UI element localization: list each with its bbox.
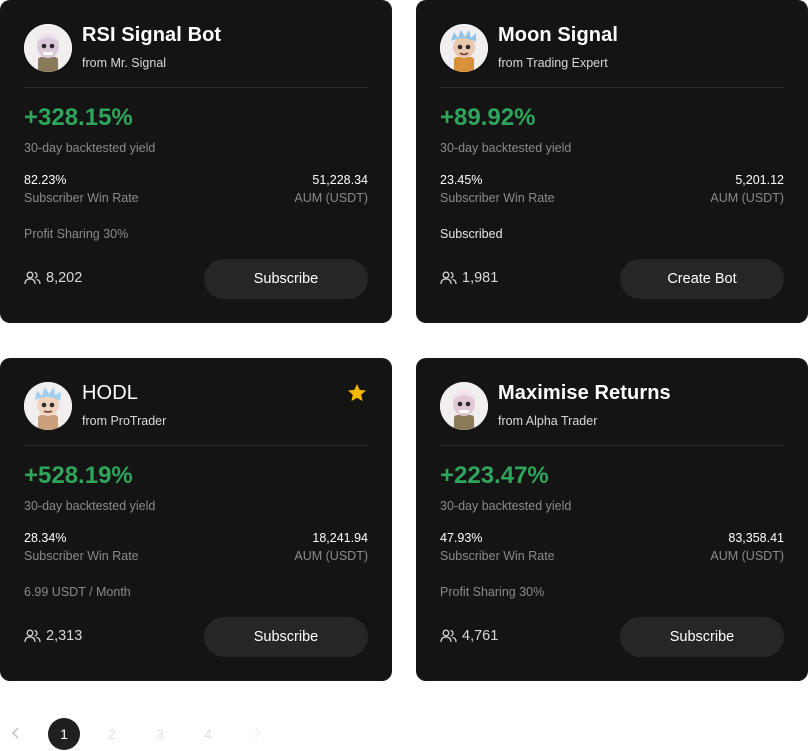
robot-avatar-icon	[440, 24, 488, 72]
page-4-button[interactable]: 4	[204, 726, 212, 742]
win-rate-value: 82.23%	[24, 173, 67, 187]
yield-value: +89.92%	[440, 104, 536, 131]
yield-label: 30-day backtested yield	[24, 499, 156, 513]
robot-avatar-icon	[440, 382, 488, 430]
page-3-button[interactable]: 3	[156, 726, 164, 742]
bot-name: HODL	[82, 382, 138, 404]
yield-label: 30-day backtested yield	[440, 141, 572, 155]
aum-value: 18,241.94	[312, 531, 368, 545]
users-icon	[440, 629, 457, 643]
subscriber-count-value: 8,202	[46, 270, 83, 286]
divider	[24, 87, 368, 88]
aum-value: 51,228.34	[312, 173, 368, 187]
divider	[440, 445, 784, 446]
profit-sharing-note: Profit Sharing 30%	[24, 227, 129, 241]
page-1-button[interactable]: 1	[48, 718, 80, 750]
subscribed-status: Subscribed	[440, 227, 503, 241]
users-icon	[24, 629, 41, 643]
bot-author: from Trading Expert	[498, 56, 608, 70]
subscriber-count-value: 4,761	[462, 628, 499, 644]
win-rate-value: 23.45%	[440, 173, 483, 187]
bot-card[interactable]: Maximise Returns from Alpha Trader +223.…	[416, 358, 808, 681]
aum-label: AUM (USDT)	[294, 549, 368, 563]
bot-author: from Alpha Trader	[498, 414, 598, 428]
win-rate-label: Subscriber Win Rate	[24, 549, 139, 563]
aum-value: 5,201.12	[735, 173, 784, 187]
subscriber-count-value: 2,313	[46, 628, 83, 644]
subscriber-count: 8,202	[24, 270, 82, 286]
robot-avatar-icon	[24, 382, 72, 430]
win-rate-value: 28.34%	[24, 531, 67, 545]
yield-label: 30-day backtested yield	[440, 499, 572, 513]
win-rate-label: Subscriber Win Rate	[440, 191, 555, 205]
divider	[24, 445, 368, 446]
subscriber-count: 1,981	[440, 270, 498, 286]
star-icon[interactable]	[346, 382, 368, 404]
bot-card[interactable]: Moon Signal from Trading Expert +89.92% …	[416, 0, 808, 323]
create-bot-button[interactable]: Create Bot	[620, 259, 784, 299]
bot-card[interactable]: HODL from ProTrader +528.19% 30-day back…	[0, 358, 392, 681]
subscriber-count: 2,313	[24, 628, 82, 644]
aum-label: AUM (USDT)	[710, 191, 784, 205]
bot-name: RSI Signal Bot	[82, 24, 222, 46]
users-icon	[24, 271, 41, 285]
yield-value: +528.19%	[24, 462, 133, 489]
subscribe-button[interactable]: Subscribe	[620, 617, 784, 657]
aum-label: AUM (USDT)	[294, 191, 368, 205]
yield-value: +328.15%	[24, 104, 133, 131]
page-2-button[interactable]: 2	[108, 726, 116, 742]
robot-avatar-icon	[24, 24, 72, 72]
divider	[440, 87, 784, 88]
price-note: 6.99 USDT / Month	[24, 585, 131, 599]
aum-label: AUM (USDT)	[710, 549, 784, 563]
subscriber-count-value: 1,981	[462, 270, 499, 286]
subscribe-button[interactable]: Subscribe	[204, 259, 368, 299]
win-rate-value: 47.93%	[440, 531, 483, 545]
bot-card[interactable]: RSI Signal Bot from Mr. Signal +328.15% …	[0, 0, 392, 323]
yield-label: 30-day backtested yield	[24, 141, 156, 155]
win-rate-label: Subscriber Win Rate	[24, 191, 139, 205]
win-rate-label: Subscriber Win Rate	[440, 549, 555, 563]
pagination: 1 2 3 4	[0, 715, 808, 751]
users-icon	[440, 271, 457, 285]
bot-author: from ProTrader	[82, 414, 167, 428]
subscribe-button[interactable]: Subscribe	[204, 617, 368, 657]
chevron-left-icon[interactable]	[9, 724, 23, 742]
profit-sharing-note: Profit Sharing 30%	[440, 585, 545, 599]
bot-name: Maximise Returns	[498, 382, 671, 404]
bot-name: Moon Signal	[498, 24, 618, 46]
bot-author: from Mr. Signal	[82, 56, 167, 70]
chevron-right-icon[interactable]	[250, 724, 264, 742]
yield-value: +223.47%	[440, 462, 549, 489]
aum-value: 83,358.41	[728, 531, 784, 545]
subscriber-count: 4,761	[440, 628, 498, 644]
